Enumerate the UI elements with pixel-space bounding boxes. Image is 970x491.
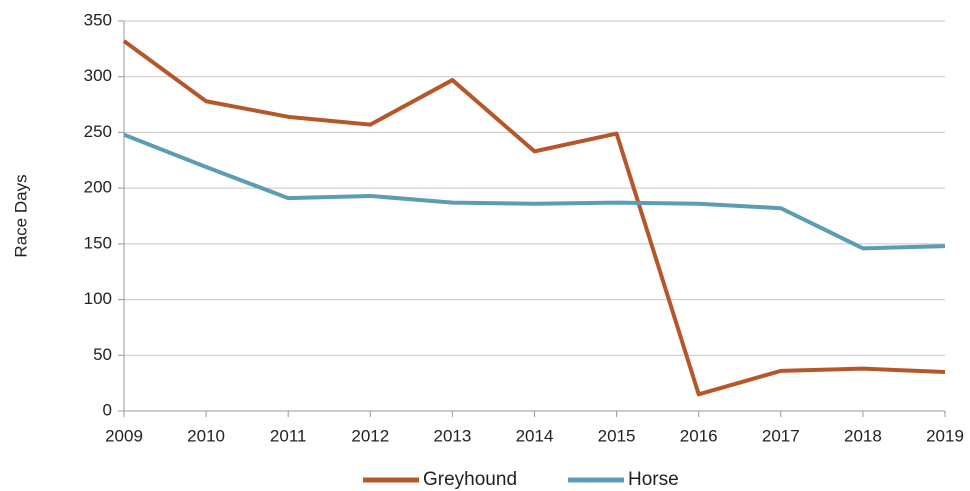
line-series (123, 132, 946, 251)
x-tick-label: 2017 (762, 426, 800, 445)
x-tick-label: 2013 (433, 426, 471, 445)
x-tick-label: 2009 (105, 426, 143, 445)
y-tick-label: 0 (103, 400, 112, 419)
x-tick-label: 2011 (270, 426, 307, 445)
y-tick-label: 50 (93, 345, 112, 364)
y-tick-label: 100 (84, 289, 112, 308)
x-tick-label: 2010 (187, 426, 225, 445)
x-tick-label: 2019 (926, 426, 964, 445)
x-tick-label: 2018 (844, 426, 882, 445)
legend-label: Greyhound (423, 469, 517, 490)
y-tick-label: 200 (84, 178, 112, 197)
line-series (122, 39, 946, 397)
y-tick-label: 150 (84, 233, 112, 252)
y-axis-label: Race Days (11, 174, 30, 257)
y-tick-label: 250 (84, 122, 112, 141)
x-tick-label: 2015 (598, 426, 636, 445)
y-tick-label: 350 (84, 10, 112, 29)
y-tick-label: 300 (84, 66, 112, 85)
x-tick-label: 2014 (516, 426, 554, 445)
x-tick-label: 2012 (351, 426, 389, 445)
legend-label: Horse (628, 469, 679, 490)
x-tick-label: 2016 (680, 426, 718, 445)
